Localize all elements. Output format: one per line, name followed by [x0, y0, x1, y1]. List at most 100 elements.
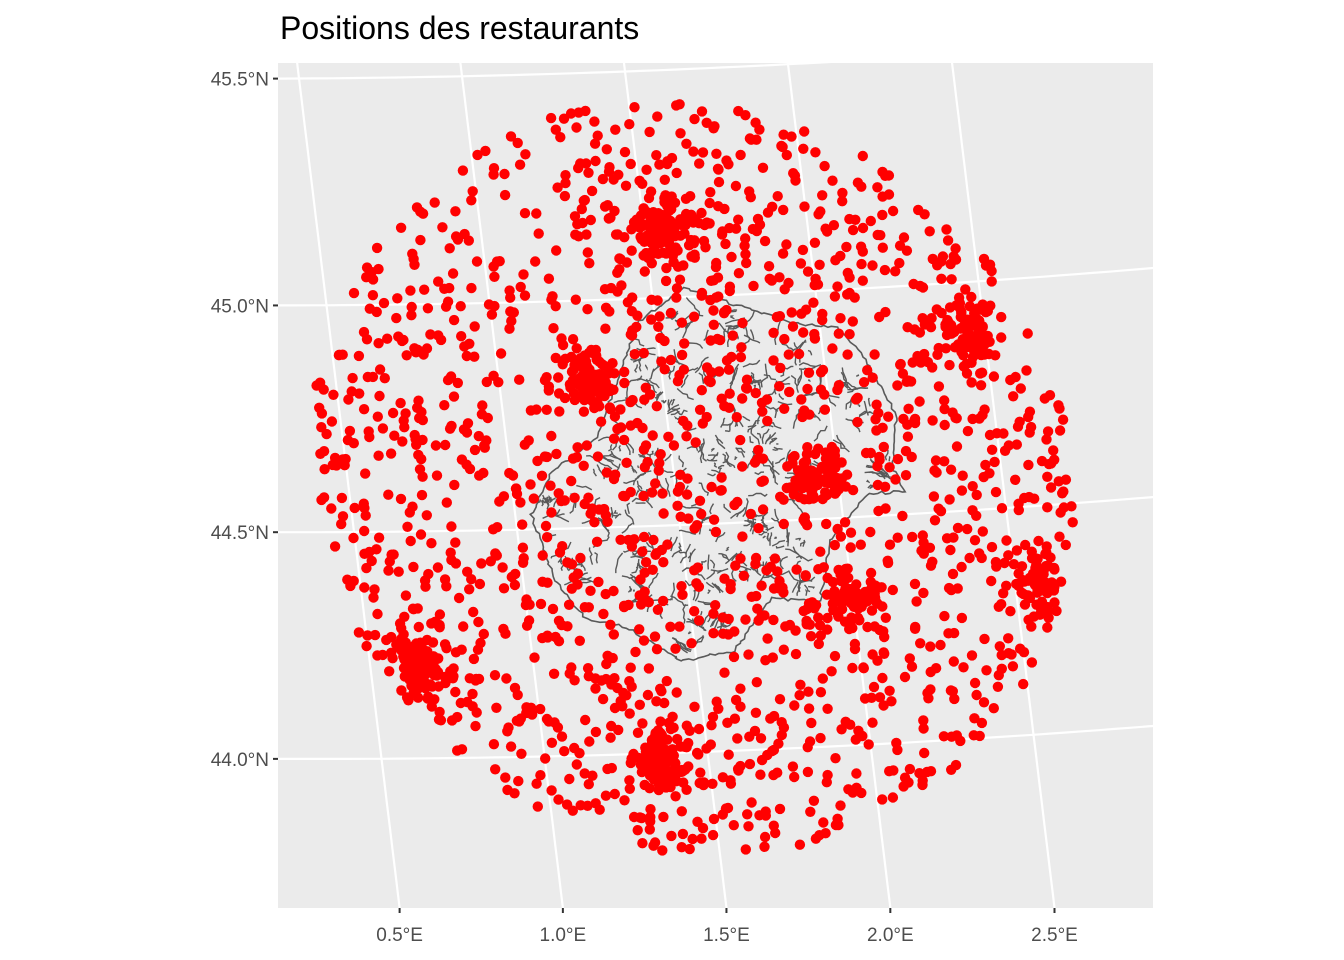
restaurant-point: [426, 538, 437, 549]
restaurant-point: [740, 110, 751, 121]
restaurant-point: [706, 481, 717, 493]
restaurant-point: [516, 748, 527, 759]
commune-border: [709, 559, 716, 569]
restaurant-point: [787, 321, 799, 332]
restaurant-point: [570, 294, 581, 305]
restaurant-point: [791, 564, 802, 575]
commune-border: [632, 589, 635, 592]
restaurant-point: [798, 605, 809, 617]
restaurant-point: [956, 612, 968, 624]
restaurant-point: [674, 274, 686, 285]
commune-border: [836, 434, 846, 448]
restaurant-point: [990, 350, 1001, 361]
restaurant-point: [1015, 383, 1026, 394]
restaurant-point: [978, 471, 989, 483]
restaurant-point: [980, 459, 991, 471]
commune-border: [847, 387, 869, 391]
restaurant-point: [1048, 445, 1059, 456]
restaurant-point: [682, 420, 693, 431]
restaurant-point: [684, 725, 695, 736]
restaurant-point: [781, 239, 792, 250]
restaurant-point: [880, 170, 891, 181]
restaurant-point: [661, 262, 672, 274]
restaurant-point: [906, 661, 918, 672]
restaurant-point: [653, 465, 664, 476]
restaurant-point: [872, 461, 883, 472]
restaurant-point: [360, 468, 371, 479]
restaurant-point: [865, 447, 876, 459]
restaurant-point: [915, 638, 926, 649]
restaurant-point: [531, 208, 542, 219]
restaurant-point: [735, 760, 746, 772]
restaurant-point: [582, 304, 593, 315]
restaurant-point: [507, 470, 519, 481]
restaurant-point: [759, 235, 771, 247]
restaurant-point: [383, 565, 394, 576]
graticule-parallel: [278, 724, 1153, 760]
restaurant-point: [765, 713, 776, 724]
commune-border: [721, 417, 726, 426]
commune-border: [689, 552, 692, 563]
restaurant-point: [1026, 657, 1038, 668]
restaurant-point: [872, 655, 883, 666]
restaurant-point: [481, 376, 492, 388]
restaurant-point: [550, 124, 561, 135]
restaurant-point: [634, 175, 645, 186]
restaurant-point: [723, 629, 734, 640]
restaurant-point: [803, 686, 814, 697]
restaurant-point: [447, 268, 459, 279]
restaurant-point: [509, 579, 521, 591]
restaurant-point: [651, 763, 663, 774]
restaurant-point: [466, 195, 477, 206]
restaurant-point: [748, 280, 759, 292]
restaurant-point: [735, 149, 746, 161]
restaurant-point: [724, 222, 735, 234]
restaurant-point: [946, 731, 957, 742]
restaurant-point: [556, 495, 567, 507]
restaurant-point: [822, 612, 833, 624]
restaurant-point: [638, 347, 649, 359]
restaurant-point: [634, 699, 645, 710]
commune-border: [707, 554, 710, 570]
restaurant-point: [433, 330, 444, 341]
graticule-parallel: [278, 266, 1153, 307]
restaurant-point: [661, 675, 672, 687]
restaurant-point: [862, 365, 873, 376]
restaurant-point: [650, 246, 661, 257]
restaurant-point: [736, 342, 747, 353]
restaurant-point: [473, 430, 484, 442]
restaurant-point: [372, 608, 383, 620]
restaurant-point: [535, 703, 546, 715]
restaurant-point: [851, 579, 862, 590]
restaurant-point: [845, 527, 857, 538]
restaurant-point: [696, 290, 707, 301]
restaurant-point: [348, 575, 359, 587]
restaurant-point: [762, 415, 773, 427]
restaurant-point: [737, 531, 748, 542]
restaurant-point: [404, 662, 415, 673]
restaurant-point: [625, 158, 636, 170]
restaurant-point: [665, 621, 676, 632]
restaurant-point: [724, 402, 735, 413]
restaurant-point: [847, 316, 858, 327]
restaurant-point: [360, 510, 371, 521]
restaurant-point: [644, 783, 655, 794]
restaurant-point: [1010, 371, 1021, 383]
restaurant-point: [694, 404, 706, 415]
commune-border: [750, 421, 757, 434]
restaurant-point: [884, 766, 895, 777]
restaurant-point: [975, 368, 986, 379]
restaurant-point: [574, 635, 585, 646]
restaurant-point: [820, 487, 831, 498]
restaurant-point: [395, 493, 407, 505]
commune-border: [664, 453, 672, 462]
restaurant-point: [336, 518, 347, 530]
restaurant-point: [660, 275, 672, 287]
commune-border: [749, 329, 755, 340]
restaurant-point: [364, 546, 375, 558]
restaurant-point: [372, 650, 383, 661]
restaurant-point: [655, 237, 666, 249]
commune-border: [697, 600, 714, 605]
restaurant-point: [560, 170, 571, 181]
restaurant-point: [401, 350, 412, 361]
